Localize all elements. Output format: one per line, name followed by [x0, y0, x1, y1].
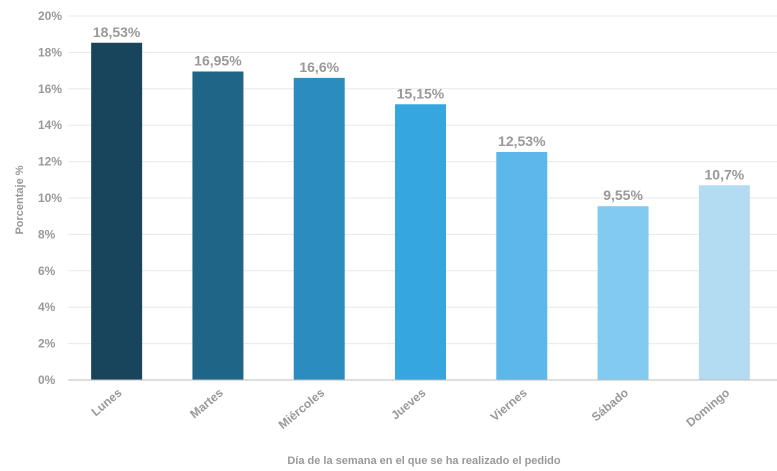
bar-3: [395, 104, 446, 381]
data-label: 16,6%: [299, 59, 339, 75]
y-tick-label: 14%: [38, 118, 62, 132]
y-tick-label: 6%: [38, 264, 56, 278]
bar-4: [496, 151, 548, 380]
x-axis-categories: Lunes Martes Miércoles Jueves Viernes Sábado D…: [88, 385, 732, 432]
y-tick-label: 2%: [38, 337, 56, 351]
y-tick-label: 12%: [38, 155, 62, 169]
data-labels: 18,53% 16,95% 16,6% 15,15% 12,53% 9,55% 10,7%: [93, 24, 745, 203]
bar-6: [698, 185, 750, 380]
data-label: 12,53%: [498, 133, 546, 149]
y-tick-label: 10%: [38, 191, 62, 205]
bar-5: [597, 206, 649, 380]
bar-1: [192, 71, 244, 380]
y-tick-label: 4%: [38, 300, 56, 314]
x-tick-label: Jueves: [388, 385, 428, 422]
data-label: 16,95%: [194, 53, 242, 69]
x-tick-label: Lunes: [88, 385, 124, 419]
bars: [91, 42, 750, 381]
y-tick-label: 8%: [38, 227, 56, 241]
x-tick-label: Domingo: [683, 386, 732, 430]
y-tick-label: 0%: [38, 373, 56, 387]
x-tick-label: Martes: [187, 385, 226, 421]
x-tick-label: Viernes: [488, 385, 530, 424]
y-tick-label: 20%: [38, 9, 62, 23]
y-axis-ticks: 0% 2% 4% 6% 8% 10% 12% 14% 16% 18% 20%: [38, 9, 62, 387]
y-tick-label: 18%: [38, 45, 62, 59]
x-tick-label: Miércoles: [276, 385, 328, 432]
x-tick-label: Sábado: [589, 386, 631, 425]
data-label: 15,15%: [397, 85, 445, 101]
bar-0: [91, 42, 143, 381]
data-label: 9,55%: [603, 187, 643, 203]
y-axis-title: Porcentaje %: [14, 165, 26, 234]
y-tick-label: 16%: [38, 82, 62, 96]
data-label: 18,53%: [93, 24, 141, 40]
x-axis-title: Día de la semana en el que se ha realiza…: [287, 455, 561, 467]
bar-2: [293, 77, 345, 380]
data-label: 10,7%: [705, 166, 745, 182]
